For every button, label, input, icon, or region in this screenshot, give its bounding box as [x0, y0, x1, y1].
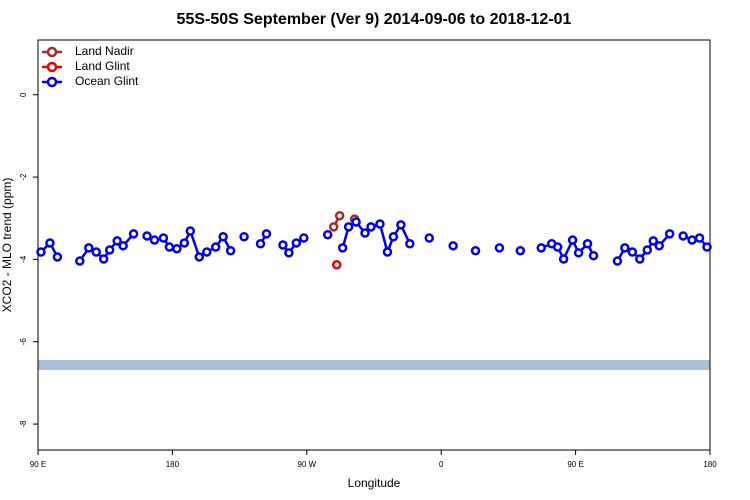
data-point	[360, 228, 370, 238]
y-tick-label: -4	[19, 255, 28, 263]
data-point	[573, 248, 584, 258]
legend-label: Ocean Glint	[75, 74, 139, 88]
data-point	[702, 242, 712, 252]
data-point	[149, 235, 160, 245]
y-tick-label: 0	[19, 92, 28, 97]
data-point	[104, 245, 115, 255]
y-tick-label: -2	[19, 173, 28, 181]
data-point	[331, 260, 342, 270]
data-point	[172, 243, 182, 254]
legend-label: Land Glint	[75, 59, 130, 73]
data-point	[567, 235, 578, 245]
chart-title: 55S-50S September (Ver 9) 2014-09-06 to …	[177, 11, 572, 28]
data-point	[635, 254, 645, 264]
data-point	[687, 235, 697, 245]
data-point	[291, 238, 302, 248]
data-point	[396, 220, 406, 230]
data-point	[612, 256, 623, 266]
plot-frame	[37, 39, 711, 451]
data-point	[405, 239, 415, 249]
data-point	[337, 243, 348, 253]
x-tick-label: 90 E	[30, 460, 46, 469]
legend-marker	[46, 61, 58, 73]
data-point	[322, 229, 333, 240]
data-point	[142, 231, 152, 241]
data-point	[388, 232, 399, 242]
data-point	[112, 236, 122, 246]
legend-marker	[46, 76, 58, 88]
y-tick-label: -8	[19, 420, 28, 428]
band	[38, 360, 710, 370]
data-point	[366, 222, 376, 232]
data-point	[627, 247, 638, 257]
data-point	[210, 242, 221, 252]
data-point	[424, 233, 435, 243]
data-point	[552, 242, 563, 252]
data-point	[52, 252, 63, 262]
x-tick-label: 90 E	[567, 460, 583, 469]
y-axis-label: XCO2 - MLO trend (ppm)	[0, 178, 14, 313]
data-point	[75, 256, 85, 266]
data-point	[225, 246, 236, 256]
data-point	[494, 243, 505, 253]
data-point	[284, 248, 294, 258]
data-point	[678, 231, 688, 241]
data-point	[128, 229, 139, 239]
data-point	[375, 219, 385, 229]
x-tick-label: 180	[166, 460, 180, 469]
data-point	[328, 222, 339, 232]
data-point	[448, 241, 458, 251]
data-point	[648, 236, 659, 246]
x-axis-label: Longitude	[348, 476, 401, 490]
data-point	[118, 241, 128, 251]
data-point	[588, 250, 599, 261]
x-tick-label: 0	[439, 460, 444, 469]
data-point	[620, 243, 630, 253]
data-point	[239, 232, 249, 242]
x-tick-label: 180	[703, 460, 717, 469]
legend-marker	[46, 46, 58, 58]
data-point	[45, 238, 55, 248]
data-point	[558, 254, 569, 264]
data-point	[642, 245, 653, 255]
data-point	[185, 226, 196, 236]
legend-label: Land Nadir	[75, 44, 134, 58]
data-point	[194, 252, 205, 262]
data-point	[201, 247, 212, 257]
data-point	[179, 238, 190, 248]
data-point	[36, 247, 46, 257]
data-point	[278, 240, 288, 250]
y-tick-label: -6	[19, 338, 28, 346]
data-point	[84, 243, 94, 253]
data-point	[694, 233, 705, 243]
data-point	[255, 239, 266, 249]
data-point	[664, 229, 675, 239]
data-point	[351, 217, 361, 227]
data-point	[299, 233, 309, 243]
data-point	[382, 247, 393, 257]
data-point	[343, 222, 354, 232]
data-point	[218, 232, 228, 242]
x-tick-label: 90 W	[297, 460, 316, 469]
data-point	[536, 243, 547, 253]
data-point	[164, 242, 175, 252]
data-point	[261, 229, 272, 239]
data-point	[470, 246, 481, 256]
data-point	[158, 233, 169, 243]
data-point	[98, 254, 109, 264]
data-point	[91, 247, 101, 257]
data-point	[515, 246, 526, 256]
data-point	[334, 211, 345, 221]
data-point	[654, 241, 664, 251]
data-point	[582, 239, 593, 249]
